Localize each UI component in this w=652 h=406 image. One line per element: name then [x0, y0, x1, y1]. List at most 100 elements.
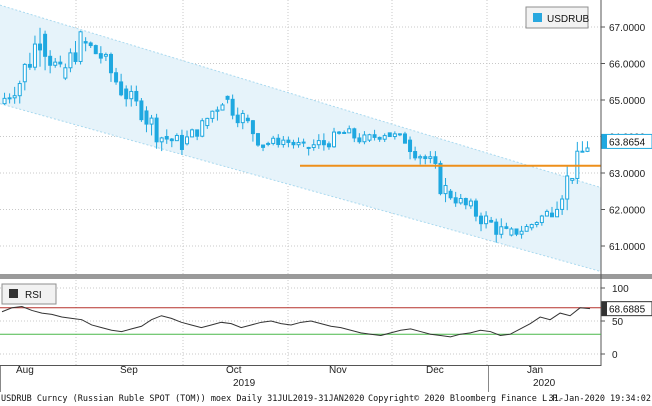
candle	[235, 107, 240, 128]
candle	[63, 63, 68, 81]
x-tick-label: Oct	[226, 365, 242, 376]
candle	[489, 216, 494, 223]
x-tick-label: Nov	[329, 365, 347, 376]
y-tick-label: 63.0000	[609, 169, 646, 180]
candle	[53, 58, 58, 68]
candle	[93, 44, 98, 55]
x-year-label: 2020	[533, 378, 556, 389]
candle	[174, 133, 179, 142]
candle	[347, 125, 352, 134]
candle	[43, 30, 48, 71]
candle	[372, 129, 377, 141]
candle	[169, 138, 174, 148]
candle	[519, 225, 524, 239]
candle	[367, 133, 372, 143]
x-tick-label: Dec	[426, 365, 444, 376]
candle	[129, 85, 134, 107]
candle	[124, 85, 129, 107]
candle	[159, 136, 164, 152]
candle	[276, 134, 281, 148]
candle	[306, 146, 311, 156]
rsi-y-tick-label: 50	[612, 317, 624, 328]
candle	[408, 136, 413, 160]
candle	[514, 228, 519, 237]
candle	[504, 222, 509, 230]
candle	[423, 154, 428, 165]
y-tick-label: 65.0000	[609, 96, 646, 107]
candle	[261, 144, 266, 152]
candle	[154, 113, 159, 149]
candle	[580, 141, 585, 153]
rsi-y-tick-label: 100	[612, 284, 629, 295]
trend-channel	[0, 5, 601, 272]
candle	[392, 131, 397, 140]
candle	[210, 110, 215, 123]
candle	[250, 119, 255, 142]
rsi-y-tick-label: 0	[612, 350, 618, 361]
candle	[103, 52, 108, 61]
candle	[326, 141, 331, 150]
candle	[539, 214, 544, 226]
legend-swatch	[533, 13, 542, 22]
candle	[2, 92, 7, 105]
candle	[560, 195, 565, 215]
legend-swatch	[9, 289, 18, 298]
candle	[565, 165, 570, 211]
candle	[448, 188, 453, 200]
candle	[357, 133, 362, 144]
candle	[108, 52, 113, 82]
candle	[195, 129, 200, 141]
x-tick-label: Aug	[16, 365, 34, 376]
candle	[68, 48, 73, 73]
candle	[321, 133, 326, 151]
footer-timestamp: 31-Jan-2020 19:34:02	[549, 394, 651, 404]
y-tick-label: 67.0000	[609, 23, 646, 34]
candle	[119, 73, 124, 97]
candle	[387, 132, 392, 138]
trend-channel-upper-line	[0, 4, 601, 189]
main-legend: USDRUB	[525, 6, 590, 29]
last-price-badge: 63.8654	[601, 133, 652, 149]
candle	[291, 139, 296, 149]
candle	[164, 129, 169, 144]
candle	[534, 221, 539, 228]
candle	[479, 212, 484, 232]
candle	[17, 80, 22, 104]
candle	[230, 94, 235, 120]
rsi-series-line	[1, 305, 591, 338]
rsi-legend: RSI	[1, 283, 57, 305]
candle	[555, 201, 560, 218]
candle	[549, 206, 554, 218]
last-price-value: 63.8654	[609, 137, 646, 148]
candle	[418, 154, 423, 165]
candle	[296, 137, 301, 148]
candle	[190, 128, 195, 138]
candle	[240, 110, 245, 130]
candle	[266, 141, 271, 147]
candle	[185, 130, 190, 146]
last-rsi-badge: 68.6885	[601, 301, 652, 317]
candle	[78, 30, 83, 65]
candle	[443, 178, 448, 203]
candle	[139, 98, 144, 122]
candle	[225, 95, 230, 104]
candle	[332, 127, 337, 148]
candle	[88, 41, 93, 49]
candle	[544, 209, 549, 217]
candle	[342, 130, 347, 134]
candle	[352, 127, 357, 143]
candle	[12, 86, 17, 104]
candle	[453, 191, 458, 207]
candle	[134, 85, 139, 107]
y-tick-label: 61.0000	[609, 242, 646, 253]
candle	[149, 114, 154, 136]
candle	[255, 132, 260, 147]
candle	[473, 198, 478, 222]
candle	[570, 177, 575, 184]
candle	[32, 35, 37, 71]
candle	[468, 198, 473, 209]
legend-label-rsi: RSI	[25, 290, 42, 301]
candle	[73, 41, 78, 65]
candle	[286, 136, 291, 148]
